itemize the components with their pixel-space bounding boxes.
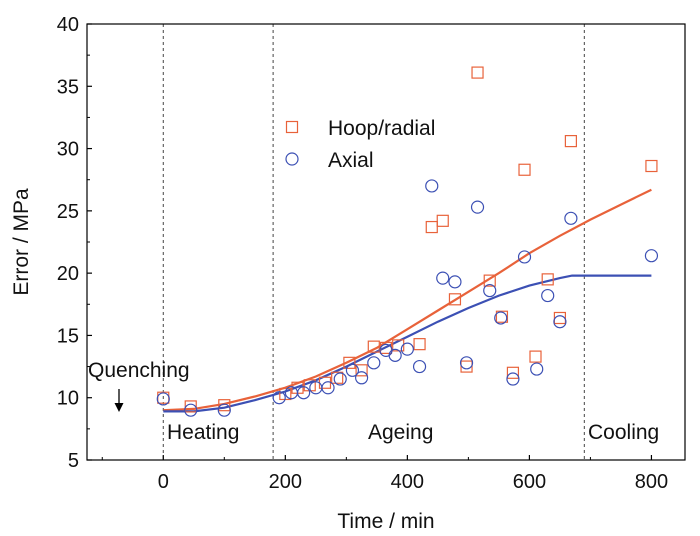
axial-point-8 (333, 372, 347, 386)
hoop-radial-point-21 (506, 366, 520, 379)
axial-point-16 (425, 179, 439, 193)
x-tick-label-0: 0 (158, 471, 169, 493)
hoop-radial-point-25 (553, 311, 567, 325)
x-tick-label-3: 600 (513, 471, 546, 493)
hoop-radial-point-15 (436, 214, 449, 227)
trend-line-hoop-radial (163, 188, 652, 412)
hoop-radial-point-22 (518, 163, 531, 176)
hoop-radial-point-17 (460, 360, 473, 373)
hoop-radial-point-2 (218, 399, 231, 412)
hoop-radial-point-26 (564, 134, 577, 148)
phase-label-heating: Heating (167, 421, 239, 444)
hoop-radial-point-24 (541, 273, 554, 286)
axial-point-19 (459, 356, 474, 370)
y-tick-label-0: 5 (68, 450, 79, 472)
axial-point-14 (400, 342, 414, 356)
hoop-radial-point-19 (483, 274, 496, 287)
axial-point-27 (553, 315, 567, 329)
trend-lines (163, 188, 652, 413)
y-tick-label-4: 25 (57, 201, 79, 223)
axial-point-23 (506, 372, 520, 386)
axial-point-29 (644, 249, 659, 263)
y-tick-label-6: 35 (57, 76, 79, 98)
axial-point-7 (321, 381, 335, 395)
axial-point-20 (470, 200, 485, 214)
axial-point-21 (483, 283, 497, 298)
axial-point-3 (272, 391, 286, 405)
y-tick-label-2: 15 (57, 325, 79, 347)
hoop-radial-point-18 (471, 66, 484, 79)
axial-point-25 (530, 362, 544, 376)
phase-label-cooling: Cooling (588, 421, 659, 444)
x-axis-title: Time / min (337, 510, 434, 533)
y-tick-label-7: 40 (57, 14, 79, 36)
phase-boundaries (162, 24, 585, 460)
y-tick-label-1: 10 (57, 388, 79, 410)
hoop-radial-point-13 (413, 338, 426, 351)
hoop-radial-point-16 (448, 293, 462, 306)
legend-marker-1 (285, 152, 299, 166)
axial-point-9 (345, 363, 360, 377)
trend-line-axial (163, 274, 652, 413)
axial-point-26 (541, 288, 555, 303)
legend-label-1: Axial (328, 149, 374, 172)
data-points (156, 66, 659, 417)
hoop-radial-point-1 (184, 400, 197, 413)
x-tick-label-4: 800 (635, 471, 668, 493)
axial-point-15 (412, 359, 427, 374)
hoop-radial-point-10 (367, 340, 380, 353)
plot-frame (86, 23, 686, 461)
axial-point-2 (217, 403, 231, 417)
hoop-radial-point-7 (331, 371, 344, 384)
y-tick-label-3: 20 (57, 263, 79, 285)
phase-label-quenching: Quenching (88, 359, 190, 382)
hoop-radial-point-27 (645, 159, 658, 173)
axial-point-11 (367, 356, 381, 370)
axial-point-17 (436, 271, 450, 285)
axes (86, 23, 686, 461)
chart-text: 0 200 400 600 800 5 10 15 20 25 30 35 40 Time / min Er… (10, 14, 668, 533)
axial-point-10 (354, 371, 369, 385)
x-tick-label-2: 400 (391, 471, 424, 493)
y-axis-title: Error / MPa (10, 188, 33, 296)
hoop-radial-point-20 (495, 310, 509, 323)
quenching-arrow-head (114, 403, 124, 412)
axial-point-5 (297, 386, 311, 400)
hoop-radial-point-8 (343, 356, 356, 369)
phase-label-ageing: Ageing (368, 421, 433, 444)
axial-point-13 (388, 348, 402, 362)
y-tick-label-5: 30 (57, 139, 79, 161)
axial-point-28 (564, 211, 578, 225)
axial-point-1 (184, 403, 198, 417)
axial-point-24 (517, 250, 532, 264)
legend-marker-0 (285, 120, 299, 134)
hoop-radial-point-14 (425, 220, 438, 234)
axial-point-18 (448, 275, 462, 289)
legend-label-0: Hoop/radial (328, 117, 435, 140)
x-tick-label-1: 200 (269, 471, 302, 493)
hoop-radial-point-23 (529, 350, 542, 363)
hoop-radial-point-9 (355, 364, 368, 377)
axial-point-0 (156, 392, 170, 406)
hoop-radial-point-12 (392, 339, 405, 352)
axial-point-22 (494, 311, 508, 325)
